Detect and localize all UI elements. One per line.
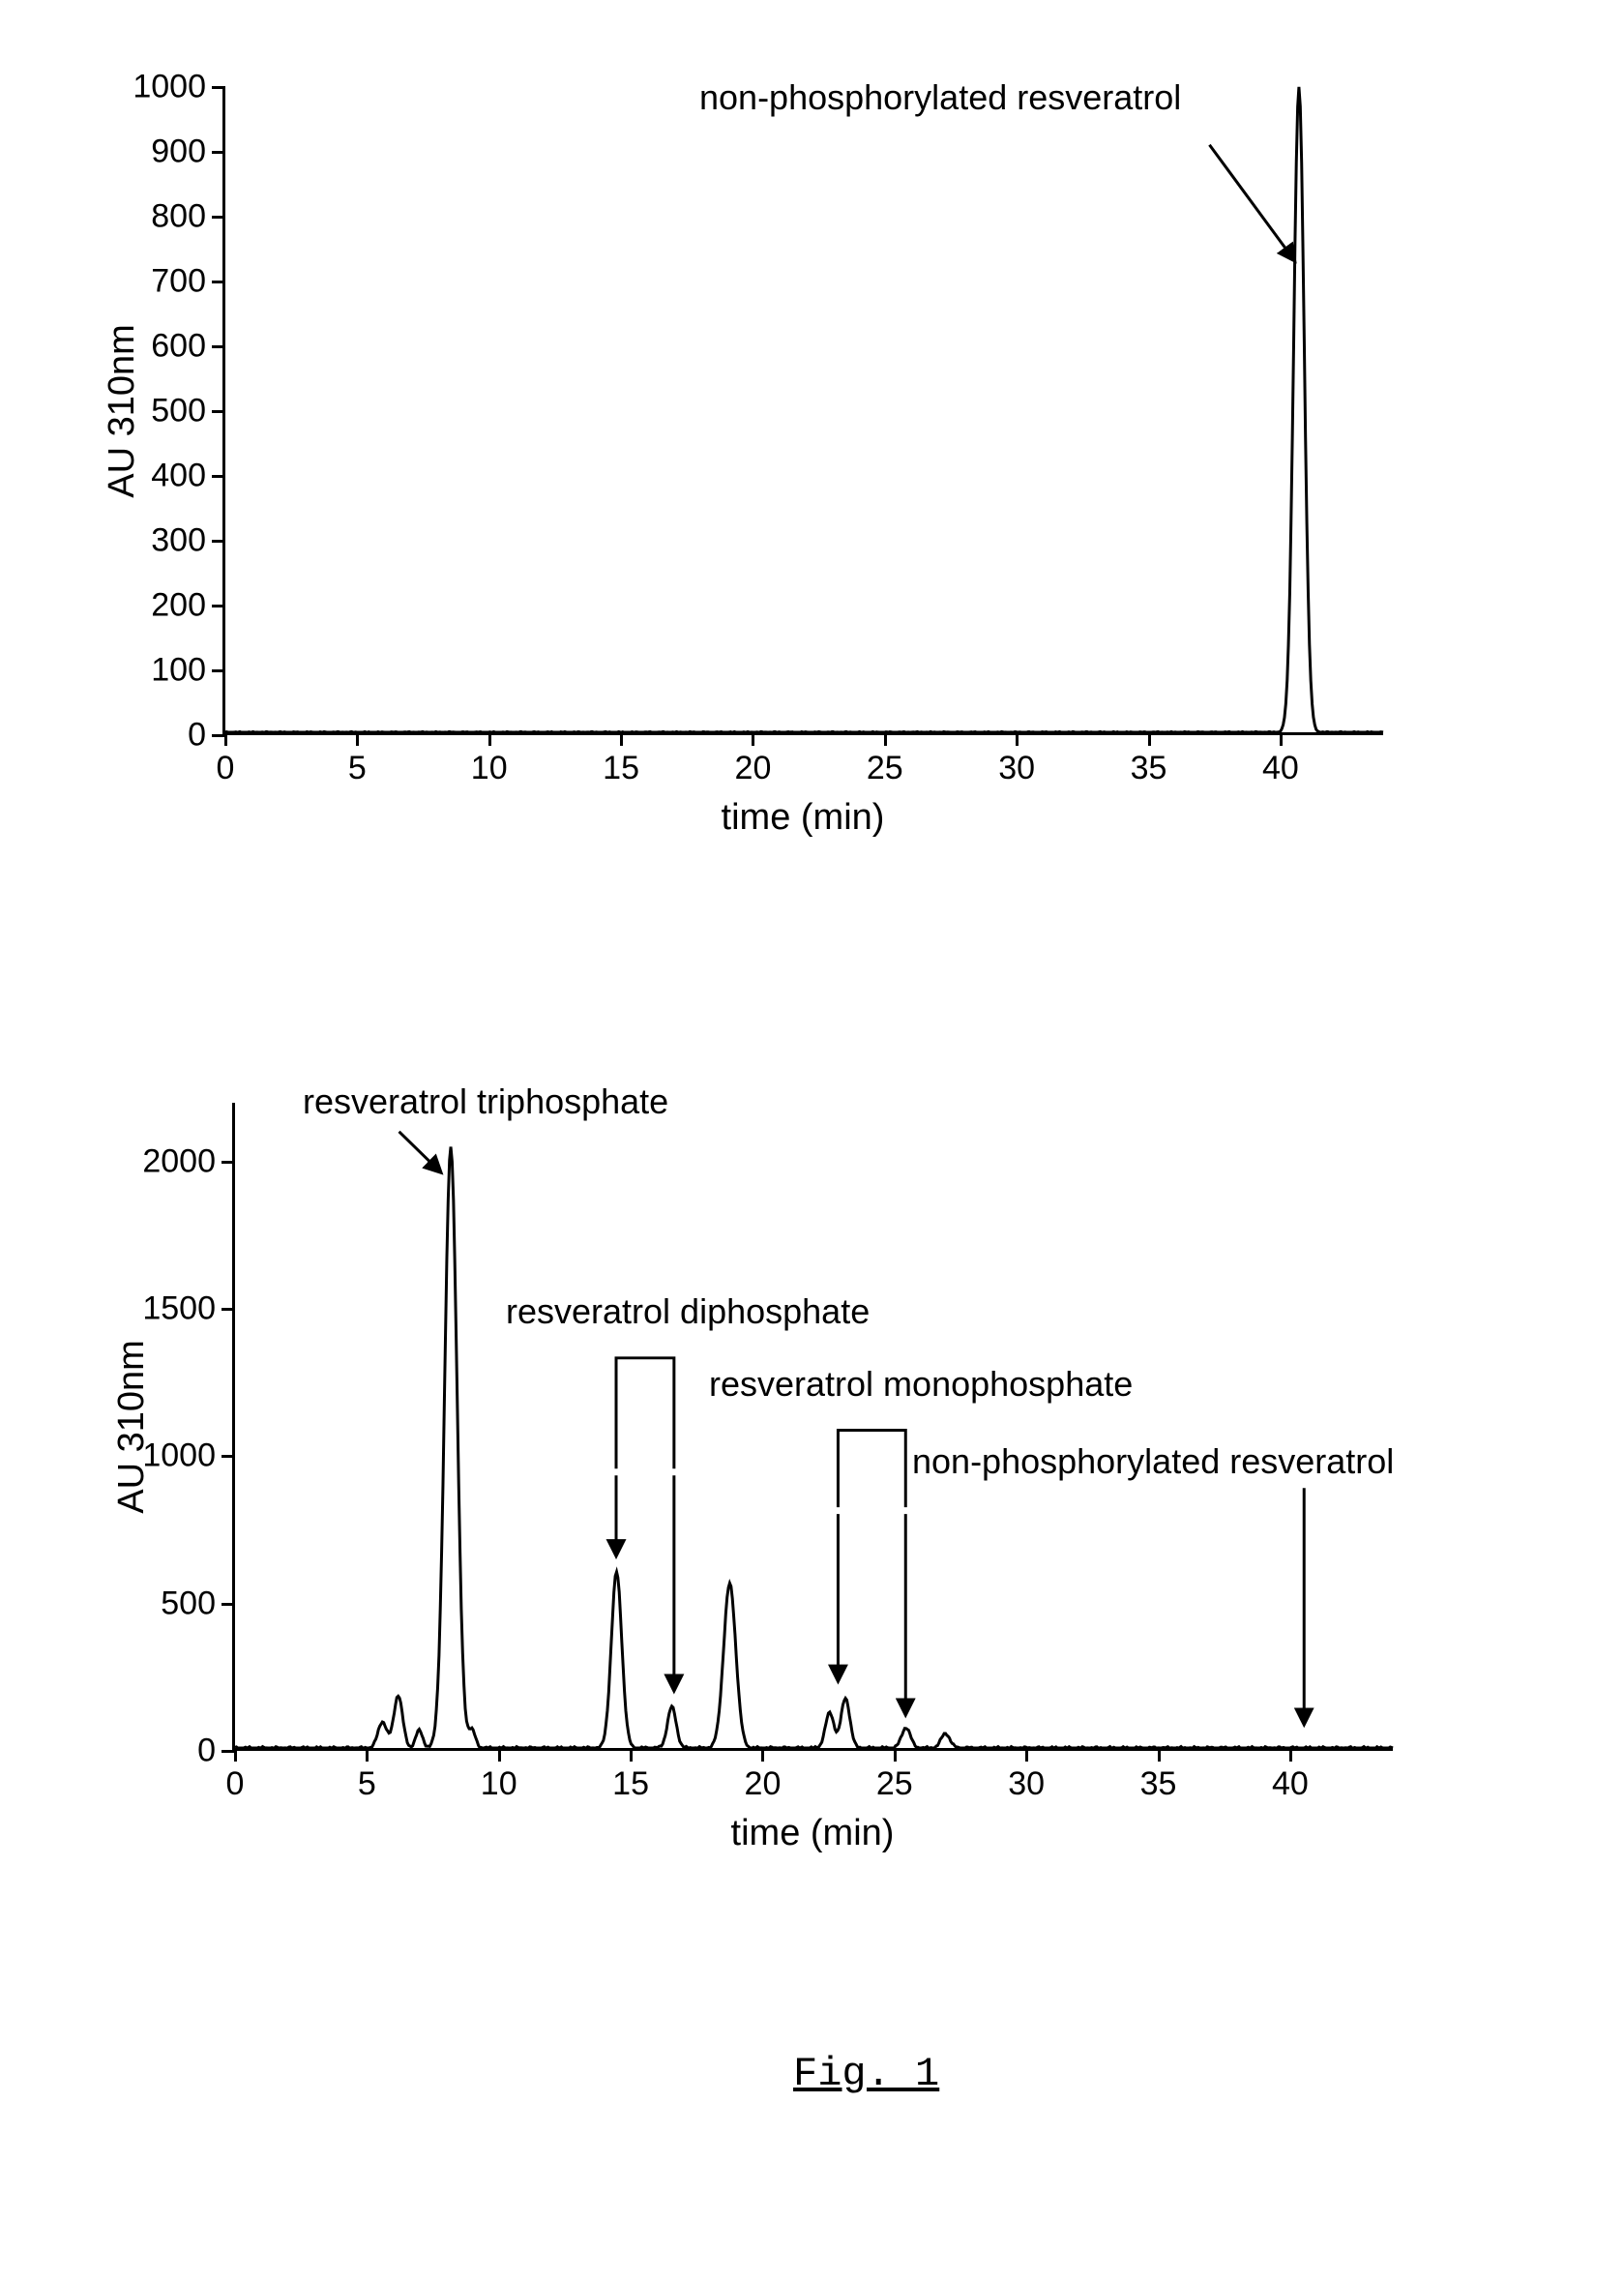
y-tick-label: 1500 bbox=[142, 1290, 216, 1328]
chart-1-svg bbox=[225, 87, 1383, 732]
x-tick bbox=[366, 1748, 369, 1762]
x-tick bbox=[1148, 732, 1151, 746]
y-tick-label: 500 bbox=[161, 1585, 216, 1622]
x-tick bbox=[356, 732, 359, 746]
y-tick-label: 700 bbox=[151, 263, 206, 301]
y-tick bbox=[212, 605, 225, 607]
x-tick-label: 35 bbox=[1140, 1765, 1177, 1803]
x-tick-label: 40 bbox=[1272, 1765, 1309, 1803]
chart-1-xlabel: time (min) bbox=[722, 797, 885, 839]
x-tick bbox=[620, 732, 623, 746]
y-tick-label: 400 bbox=[151, 458, 206, 495]
page: 0100200300400500600700800900100005101520… bbox=[0, 0, 1624, 2281]
x-tick bbox=[884, 732, 887, 746]
y-tick-label: 300 bbox=[151, 522, 206, 560]
x-tick bbox=[894, 1748, 897, 1762]
annotation-bracket bbox=[616, 1358, 674, 1468]
y-tick bbox=[221, 1603, 235, 1606]
chart-2-ylabel: AU 310nm bbox=[111, 1340, 153, 1514]
x-tick bbox=[234, 1748, 237, 1762]
annotation-label: resveratrol monophosphate bbox=[709, 1364, 1133, 1405]
x-tick-label: 20 bbox=[735, 750, 772, 787]
y-tick-label: 200 bbox=[151, 587, 206, 625]
annotation-label: non-phosphorylated resveratrol bbox=[699, 77, 1181, 118]
x-tick bbox=[752, 732, 754, 746]
x-tick-label: 0 bbox=[226, 1765, 245, 1803]
annotation-label: resveratrol triphosphate bbox=[303, 1081, 668, 1122]
y-tick bbox=[212, 281, 225, 283]
annotation-bracket bbox=[838, 1430, 905, 1507]
chart-1: 0100200300400500600700800900100005101520… bbox=[222, 87, 1383, 735]
y-tick bbox=[212, 151, 225, 154]
x-tick-label: 15 bbox=[603, 750, 639, 787]
x-tick-label: 20 bbox=[745, 1765, 782, 1803]
x-tick bbox=[761, 1748, 764, 1762]
x-tick-label: 0 bbox=[217, 750, 235, 787]
x-tick bbox=[1289, 1748, 1292, 1762]
y-tick bbox=[221, 1308, 235, 1311]
x-tick bbox=[498, 1748, 501, 1762]
y-tick-label: 0 bbox=[197, 1733, 216, 1770]
y-tick bbox=[212, 734, 225, 737]
x-tick-label: 15 bbox=[612, 1765, 649, 1803]
y-tick-label: 600 bbox=[151, 328, 206, 366]
x-tick-label: 30 bbox=[998, 750, 1035, 787]
x-tick bbox=[1016, 732, 1019, 746]
x-tick-label: 30 bbox=[1008, 1765, 1045, 1803]
y-tick-label: 0 bbox=[188, 717, 206, 755]
y-tick-label: 1000 bbox=[133, 69, 206, 106]
x-tick-label: 40 bbox=[1262, 750, 1299, 787]
x-tick bbox=[224, 732, 227, 746]
chart-2-svg bbox=[235, 1103, 1393, 1748]
chart-1-plot: 0100200300400500600700800900100005101520… bbox=[222, 87, 1383, 735]
y-tick bbox=[221, 1455, 235, 1458]
annotation-label: resveratrol diphosphate bbox=[506, 1291, 870, 1332]
x-tick-label: 25 bbox=[876, 1765, 913, 1803]
x-tick-label: 10 bbox=[471, 750, 508, 787]
chart-1-ylabel: AU 310nm bbox=[102, 324, 143, 498]
y-tick bbox=[212, 410, 225, 413]
y-tick bbox=[212, 86, 225, 89]
y-tick bbox=[212, 669, 225, 672]
y-tick-label: 100 bbox=[151, 652, 206, 690]
x-tick-label: 10 bbox=[481, 1765, 517, 1803]
y-tick bbox=[212, 345, 225, 348]
y-tick bbox=[212, 540, 225, 543]
chart-2-xlabel: time (min) bbox=[731, 1813, 895, 1854]
annotation-label: non-phosphorylated resveratrol bbox=[912, 1441, 1394, 1482]
trace-line bbox=[225, 87, 1383, 732]
x-tick bbox=[1280, 732, 1283, 746]
y-tick bbox=[212, 475, 225, 478]
x-tick bbox=[1158, 1748, 1161, 1762]
y-tick-label: 1000 bbox=[142, 1437, 216, 1475]
chart-2-plot: 05001000150020000510152025303540 resvera… bbox=[232, 1103, 1393, 1751]
x-tick-label: 25 bbox=[867, 750, 903, 787]
y-tick bbox=[212, 216, 225, 219]
chart-2: 05001000150020000510152025303540 resvera… bbox=[232, 1103, 1393, 1751]
y-tick-label: 900 bbox=[151, 133, 206, 171]
annotation-arrow bbox=[1209, 145, 1294, 260]
y-tick-label: 2000 bbox=[142, 1142, 216, 1180]
annotation-arrow bbox=[399, 1132, 441, 1172]
y-tick-label: 800 bbox=[151, 198, 206, 236]
figure-caption: Fig. 1 bbox=[793, 2051, 939, 2097]
y-tick-label: 500 bbox=[151, 393, 206, 430]
y-tick bbox=[221, 1161, 235, 1164]
y-tick bbox=[221, 1750, 235, 1753]
x-tick-label: 35 bbox=[1131, 750, 1167, 787]
x-tick bbox=[488, 732, 491, 746]
x-tick-label: 5 bbox=[348, 750, 367, 787]
x-tick bbox=[630, 1748, 633, 1762]
x-tick-label: 5 bbox=[358, 1765, 376, 1803]
x-tick bbox=[1025, 1748, 1028, 1762]
